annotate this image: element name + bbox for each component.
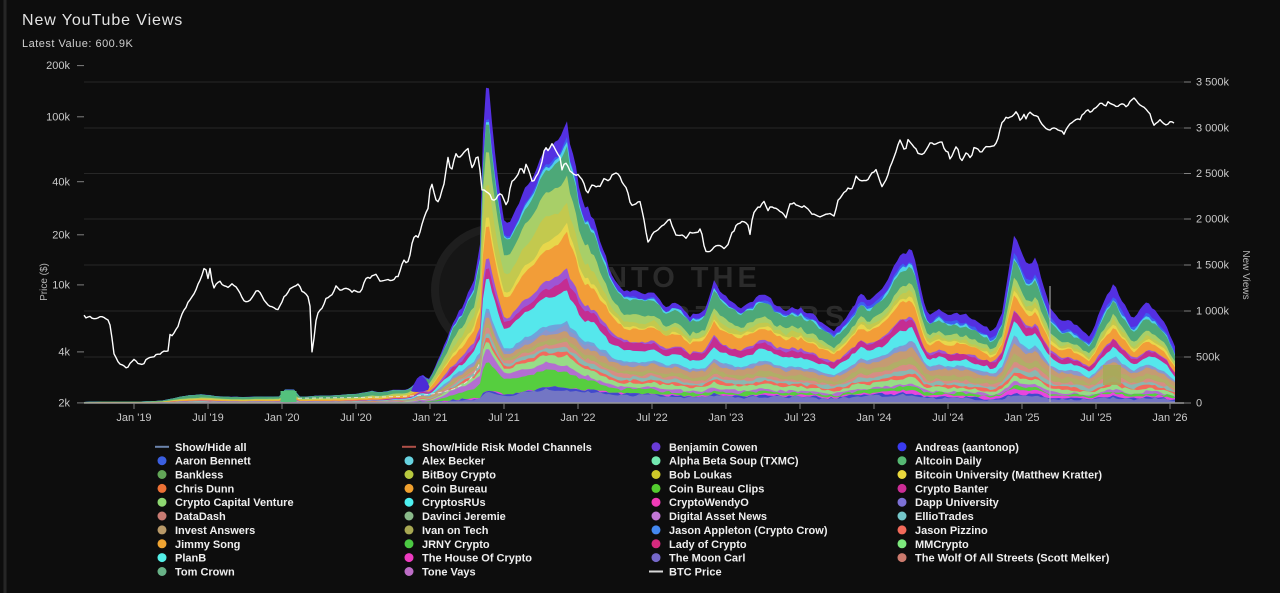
svg-text:Chris Dunn: Chris Dunn: [175, 483, 235, 495]
svg-text:Bankless: Bankless: [175, 470, 223, 482]
svg-text:Tom Crown: Tom Crown: [175, 567, 235, 579]
svg-text:Jan '19: Jan '19: [116, 412, 151, 424]
svg-text:20k: 20k: [52, 229, 70, 241]
svg-text:Jul '23: Jul '23: [784, 412, 815, 424]
svg-text:Jul '22: Jul '22: [636, 412, 667, 424]
svg-text:Jason Appleton (Crypto Crow): Jason Appleton (Crypto Crow): [669, 525, 828, 537]
svg-text:Jul '21: Jul '21: [488, 412, 519, 424]
svg-text:BTC Price: BTC Price: [669, 567, 722, 579]
svg-text:500k: 500k: [1196, 352, 1220, 364]
svg-text:2 000k: 2 000k: [1196, 214, 1230, 226]
svg-text:Crypto Banter: Crypto Banter: [915, 483, 989, 495]
svg-text:Andreas (aantonop): Andreas (aantonop): [915, 442, 1019, 454]
svg-text:3 000k: 3 000k: [1196, 123, 1230, 135]
svg-text:Jul '19: Jul '19: [192, 412, 223, 424]
svg-text:0: 0: [1196, 398, 1202, 410]
svg-text:Latest Value: 600.9K: Latest Value: 600.9K: [22, 38, 133, 50]
svg-text:100k: 100k: [46, 111, 70, 123]
svg-text:Aaron Bennett: Aaron Bennett: [175, 456, 251, 468]
svg-text:Jimmy Song: Jimmy Song: [175, 539, 240, 551]
svg-text:40k: 40k: [52, 176, 70, 188]
svg-text:Lady of Crypto: Lady of Crypto: [669, 539, 747, 551]
svg-text:3 500k: 3 500k: [1196, 77, 1230, 89]
svg-text:CryptosRUs: CryptosRUs: [422, 497, 486, 509]
svg-text:2 500k: 2 500k: [1196, 168, 1230, 180]
svg-text:DataDash: DataDash: [175, 511, 226, 523]
svg-text:Jason Pizzino: Jason Pizzino: [915, 525, 988, 537]
svg-text:New Views: New Views: [1240, 250, 1251, 299]
svg-text:The Wolf Of All Streets (Scott: The Wolf Of All Streets (Scott Melker): [915, 553, 1110, 565]
svg-text:Jan '21: Jan '21: [412, 412, 447, 424]
svg-text:Price ($): Price ($): [39, 263, 50, 301]
svg-text:4k: 4k: [58, 347, 70, 359]
svg-text:EllioTrades: EllioTrades: [915, 511, 974, 523]
svg-text:Jul '24: Jul '24: [932, 412, 963, 424]
svg-text:Show/Hide all: Show/Hide all: [175, 442, 247, 454]
svg-text:Coin Bureau Clips: Coin Bureau Clips: [669, 483, 764, 495]
svg-text:Jan '20: Jan '20: [264, 412, 299, 424]
svg-text:Davinci Jeremie: Davinci Jeremie: [422, 511, 506, 523]
svg-text:Alpha Beta Soup (TXMC): Alpha Beta Soup (TXMC): [669, 456, 799, 468]
svg-text:Jul '20: Jul '20: [340, 412, 371, 424]
svg-text:Benjamin Cowen: Benjamin Cowen: [669, 442, 758, 454]
svg-text:The Moon Carl: The Moon Carl: [669, 553, 745, 565]
svg-text:2k: 2k: [58, 398, 70, 410]
svg-text:Show/Hide Risk Model Channels: Show/Hide Risk Model Channels: [422, 442, 592, 454]
svg-text:200k: 200k: [46, 60, 70, 72]
svg-text:Crypto Capital Venture: Crypto Capital Venture: [175, 497, 294, 509]
svg-text:Jan '25: Jan '25: [1004, 412, 1039, 424]
svg-text:Bitcoin University (Matthew Kr: Bitcoin University (Matthew Kratter): [915, 470, 1102, 482]
svg-text:Jan '23: Jan '23: [708, 412, 743, 424]
svg-text:Dapp University: Dapp University: [915, 497, 1000, 509]
svg-text:The House Of Crypto: The House Of Crypto: [422, 553, 532, 565]
svg-text:Coin Bureau: Coin Bureau: [422, 483, 487, 495]
svg-text:CryptoWendyO: CryptoWendyO: [669, 497, 749, 509]
svg-text:Tone Vays: Tone Vays: [422, 567, 476, 579]
svg-text:Digital Asset News: Digital Asset News: [669, 511, 767, 523]
svg-text:BitBoy Crypto: BitBoy Crypto: [422, 470, 496, 482]
svg-text:PlanB: PlanB: [175, 553, 206, 565]
svg-text:Ivan on Tech: Ivan on Tech: [422, 525, 489, 537]
svg-text:Alex Becker: Alex Becker: [422, 456, 486, 468]
svg-text:Bob Loukas: Bob Loukas: [669, 470, 732, 482]
svg-text:1 500k: 1 500k: [1196, 260, 1230, 272]
svg-text:Jan '26: Jan '26: [1152, 412, 1187, 424]
svg-text:JRNY Crypto: JRNY Crypto: [422, 539, 490, 551]
svg-text:Jul '25: Jul '25: [1080, 412, 1111, 424]
svg-text:Altcoin Daily: Altcoin Daily: [915, 456, 983, 468]
svg-text:MMCrypto: MMCrypto: [915, 539, 969, 551]
svg-text:1 000k: 1 000k: [1196, 306, 1230, 318]
svg-text:Jan '22: Jan '22: [560, 412, 595, 424]
svg-text:Invest Answers: Invest Answers: [175, 525, 255, 537]
svg-text:New YouTube Views: New YouTube Views: [22, 12, 183, 29]
svg-text:10k: 10k: [52, 280, 70, 292]
svg-text:Jan '24: Jan '24: [856, 412, 891, 424]
